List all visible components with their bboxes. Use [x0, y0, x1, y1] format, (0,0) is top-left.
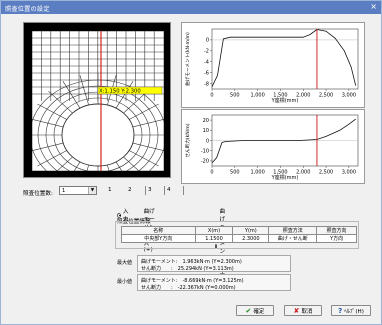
max-result-box: 曲げモーメント: 1.963kN·m (Y=2.300m) せん断力 : 25.… — [137, 255, 291, 272]
plot-area — [211, 28, 359, 90]
min-result-box: 曲げモーメント: -8.669kN·m (Y=3.125m) せん断力 : -2… — [137, 274, 291, 291]
tab-separator — [183, 186, 184, 195]
x-tick-label: 1,500 — [273, 170, 287, 176]
check-icon: ✔ — [245, 306, 252, 315]
col-y: Y(m) — [232, 226, 270, 235]
max-label: 最大値 — [117, 260, 133, 266]
y-tick-label: 0 — [206, 38, 209, 44]
x-axis-label: Y座標(mm) — [271, 174, 299, 181]
mesh-canvas: X:1.150 Y:2.300 — [28, 30, 168, 197]
y-axis-label: 曲げモーメント(kN·m/m) — [184, 32, 191, 86]
tab-separator — [145, 186, 146, 195]
x-tick-label: 2,000 — [296, 170, 310, 176]
min-label: 最小値 — [117, 279, 133, 285]
x-tick-label: 2,000 — [296, 93, 310, 99]
x-tick-label: 3,000 — [342, 170, 356, 176]
x-tick-label: 3,000 — [342, 93, 356, 99]
title-bar: 照査位置の設定 × — [1, 1, 381, 14]
x-tick-label: 500 — [230, 93, 240, 99]
y-axis-label: せん断力(kN/m) — [184, 123, 191, 157]
series-line — [211, 118, 356, 164]
y-tick-label: -6 — [204, 70, 209, 76]
max-moment: 曲げモーメント: 1.963kN·m (Y=2.300m) — [141, 259, 242, 265]
cell-direction[interactable]: Y方向 — [316, 234, 357, 243]
tab-separator — [164, 186, 165, 195]
info-group-title: 照査位置情報 — [117, 219, 151, 225]
ok-button[interactable]: ✔ 確定 — [236, 305, 274, 316]
x-tick-label: 0 — [210, 93, 213, 99]
location-count-value: 1 — [62, 188, 66, 194]
shear-chart: 20 10 0 -10 -20 0 500 1,000 1,500 2,000 2,500 3,000… — [181, 109, 365, 184]
cross-icon: ✘ — [293, 306, 300, 315]
help-button[interactable]: ? ﾍﾙﾌﾟ(H) — [331, 305, 371, 316]
cancel-button[interactable]: ✘ 取消 — [284, 305, 322, 316]
col-method: 照査方法 — [268, 226, 318, 235]
table-header-row: 名称 X(m) Y(m) 照査方法 照査方向 — [121, 226, 357, 235]
y-tick-label: -2 — [204, 49, 209, 55]
info-group-box — [115, 221, 359, 249]
y-tick-label: 20 — [203, 118, 209, 124]
col-x: X(m) — [194, 226, 234, 235]
tab-2[interactable]: 2 — [128, 187, 132, 193]
y-tick-label: 10 — [203, 128, 209, 134]
y-tick-label: -4 — [204, 60, 209, 66]
chevron-down-icon[interactable]: ▼ — [88, 187, 96, 194]
window-title: 照査位置の設定 — [5, 6, 50, 13]
table-row[interactable]: 中央部Y方向 1.1500 2.3000 曲げ・せん断 Y方向 — [121, 234, 357, 243]
col-name: 名称 — [121, 226, 196, 235]
x-tick-label: 2,500 — [319, 93, 333, 99]
tab-1[interactable]: 1 — [108, 187, 112, 193]
mesh-drawing: X:1.150 Y:2.300 — [28, 30, 168, 197]
location-count-label: 照査位置数: — [23, 191, 53, 197]
location-info-table: 名称 X(m) Y(m) 照査方法 照査方向 中央部Y方向 1.1500 2.3… — [121, 226, 357, 243]
marker-label-box — [97, 86, 163, 95]
x-tick-label: 1,500 — [273, 93, 287, 99]
cell-x[interactable]: 1.1500 — [194, 234, 234, 243]
location-count-select[interactable]: 1 ▼ — [59, 186, 97, 195]
close-icon[interactable]: × — [370, 2, 377, 11]
moment-chart-svg: 0-2-4-6-80 500 1,000 1,500 2,000 2,500 3,000Y座… — [184, 28, 359, 104]
min-shear: せん断力 : -22.367kN (Y=0.000m) — [141, 285, 236, 291]
marker-label: X:1.150 Y:2.300 — [99, 89, 141, 95]
x-tick-label: 500 — [230, 170, 240, 176]
x-tick-label: 2,500 — [319, 170, 333, 176]
x-tick-label: 1,000 — [250, 170, 264, 176]
tab-3[interactable]: 3 — [148, 187, 152, 193]
max-shear: せん断力 : 25.294kN (Y=3.113m) — [141, 266, 234, 272]
radio-dot[interactable] — [117, 212, 121, 218]
radio-input[interactable]: 入力 — [117, 207, 130, 223]
y-tick-label: -8 — [204, 81, 209, 87]
cell-y[interactable]: 2.3000 — [232, 234, 270, 243]
y-tick-label: 0 — [206, 138, 209, 144]
tab-4[interactable]: 4 — [167, 187, 171, 193]
x-tick-label: 0 — [210, 170, 213, 176]
col-direction: 照査方向 — [316, 226, 357, 235]
y-tick-label: -10 — [201, 149, 209, 155]
cell-method[interactable]: 曲げ・せん断 — [268, 234, 318, 243]
moment-chart: 0 -2 -4 -6 -8 0 500 1,000 1,500 2,000 2,500 3,000 Y座… — [181, 22, 365, 108]
series-line — [211, 29, 357, 87]
mesh-view[interactable]: X:1.150 Y:2.300 — [23, 22, 171, 197]
y-tick-label: -20 — [201, 159, 209, 165]
x-axis-label: Y座標(mm) — [271, 97, 299, 104]
x-tick-label: 1,000 — [250, 93, 264, 99]
min-moment: 曲げモーメント: -8.669kN·m (Y=3.125m) — [141, 278, 244, 284]
help-icon: ? — [338, 306, 343, 315]
cell-name[interactable]: 中央部Y方向 — [121, 234, 196, 243]
